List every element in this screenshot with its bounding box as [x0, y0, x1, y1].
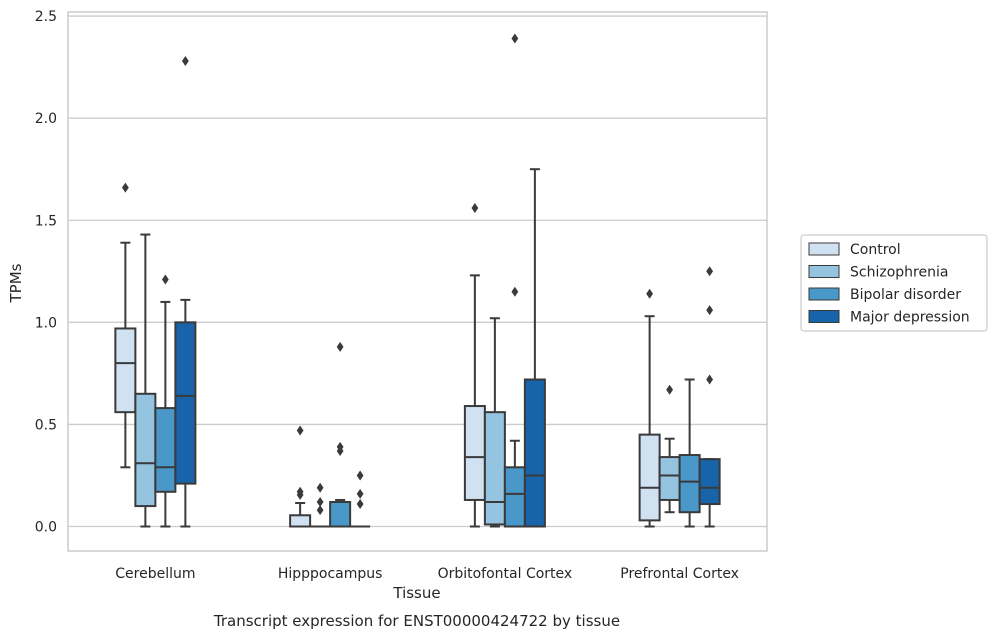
outlier-point [471, 203, 479, 213]
box-iqr [289, 514, 312, 528]
legend-swatch [808, 265, 840, 278]
y-tick-label: 0.0 [35, 520, 57, 536]
box-iqr [503, 466, 526, 528]
x-tick-label: Cerebellum [115, 566, 195, 582]
x-tick-label: Orbitofontal Cortex [438, 566, 573, 582]
legend-label: Control [850, 242, 901, 258]
axes: 0.0 0.5 1.0 1.5 2.0 2.5 Cerebellum Hipppocampus… [35, 9, 768, 582]
outlier-point [161, 274, 169, 285]
box-iqr [483, 411, 506, 526]
box-iqr [638, 433, 661, 522]
box-2-3 [523, 168, 546, 528]
box-iqr [658, 456, 681, 501]
outlier-point [706, 266, 714, 277]
boxes [114, 33, 721, 528]
outlier-point [666, 384, 674, 395]
box-iqr [114, 327, 137, 414]
box-1-0 [289, 425, 312, 528]
y-tick-label: 0.5 [35, 417, 57, 433]
outlier-point [316, 482, 324, 493]
outlier-point [356, 499, 364, 510]
outlier-point [356, 470, 364, 481]
outlier-point [706, 305, 714, 316]
legend-label: Schizophrenia [850, 265, 948, 281]
y-tick-label: 1.0 [35, 315, 57, 331]
legend-swatch [808, 242, 840, 256]
box-0-2 [154, 274, 177, 528]
legend: Control Schizophrenia Bipolar disorder Majo… [800, 234, 988, 332]
box-iqr [134, 392, 157, 508]
plot-frame [67, 11, 768, 552]
box-0-1 [134, 233, 157, 528]
box-3-2 [678, 378, 701, 528]
x-tick-label: Hipppocampus [278, 566, 383, 582]
box-iqr [463, 405, 486, 501]
box-2-2 [503, 33, 526, 528]
outlier-point [706, 374, 714, 385]
outlier-point [296, 425, 304, 436]
box-iqr [154, 407, 177, 493]
box-iqr [174, 321, 197, 485]
legend-swatch [808, 310, 840, 323]
outlier-point [316, 497, 324, 507]
chart-caption: Transcript expression for ENST0000042472… [213, 612, 620, 630]
y-tick-label: 2.0 [35, 111, 57, 127]
box-iqr [329, 501, 352, 528]
box-1-3 [350, 470, 371, 528]
box-2-0 [463, 203, 486, 528]
outlier-point [316, 505, 324, 516]
outlier-point [356, 488, 364, 499]
outlier-point [296, 489, 304, 500]
outlier-point [336, 341, 344, 352]
legend-swatch [808, 287, 840, 301]
box-3-0 [638, 288, 661, 528]
box-1-2 [329, 341, 352, 528]
box-iqr [678, 454, 701, 514]
box-1-1 [310, 482, 331, 528]
box-0-0 [114, 182, 137, 469]
y-axis-label: TPMs [7, 263, 25, 303]
legend-box [800, 234, 988, 332]
outlier-point [336, 445, 344, 456]
outlier-point [181, 56, 189, 66]
box-iqr [698, 458, 721, 506]
legend-label: Major depression [850, 310, 970, 326]
outlier-point [121, 182, 129, 193]
x-tick-label: Prefrontal Cortex [620, 566, 739, 582]
legend-label: Bipolar disorder [850, 287, 961, 303]
box-2-1 [483, 317, 506, 528]
outlier-point [511, 33, 519, 44]
outlier-point [646, 288, 654, 299]
x-axis-label: Tissue [392, 584, 440, 602]
box-3-3 [698, 266, 721, 528]
y-tick-label: 1.5 [35, 213, 57, 229]
box-3-1 [658, 384, 681, 514]
outlier-point [511, 286, 519, 297]
box-iqr [523, 378, 546, 528]
box-0-3 [174, 56, 197, 528]
y-tick-label: 2.5 [35, 9, 57, 25]
axis-labels: TPMs Tissue Transcript expression for EN… [7, 263, 620, 630]
